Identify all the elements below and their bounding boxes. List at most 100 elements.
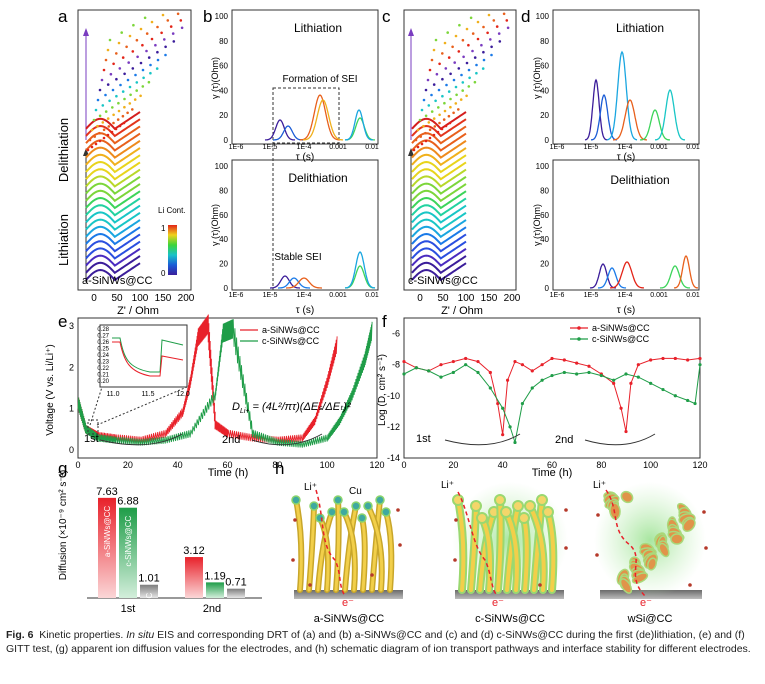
li-ion bbox=[595, 553, 599, 557]
panel-a-xtick: 0 bbox=[91, 293, 97, 304]
si-particle bbox=[619, 578, 633, 594]
bar bbox=[227, 588, 245, 598]
nyquist-point bbox=[490, 45, 493, 49]
diffusion-point bbox=[451, 359, 455, 364]
drt-curve bbox=[606, 50, 638, 141]
nyquist-point bbox=[150, 37, 154, 41]
panel-c-xlabel: Z' / Ohm bbox=[441, 305, 483, 317]
nyquist-point bbox=[447, 114, 451, 118]
nyquist-point bbox=[455, 93, 458, 97]
nyquist-curve bbox=[85, 183, 141, 203]
nyquist-point bbox=[476, 20, 480, 24]
drt-ytick: 40 bbox=[219, 235, 228, 244]
sei-glow bbox=[594, 482, 706, 598]
nyquist-point bbox=[475, 71, 478, 75]
ytick: -12 bbox=[387, 422, 400, 432]
li-ion bbox=[398, 543, 402, 547]
panel-letter-b: b bbox=[203, 7, 212, 26]
drt-ytick: 100 bbox=[215, 12, 229, 21]
nyquist-point bbox=[115, 77, 118, 81]
panel-e-cycle-arrow-2 bbox=[251, 433, 323, 446]
nyquist-point bbox=[172, 40, 176, 43]
diffusion-point bbox=[427, 369, 431, 373]
drt-ytick: 0 bbox=[545, 284, 550, 293]
panel-e-cycle2: 2nd bbox=[222, 434, 240, 446]
nyquist-point bbox=[424, 131, 427, 135]
nyquist-curve bbox=[411, 118, 467, 138]
figure-canvas: a b c d e f g h Delithiation Lithiation … bbox=[45, 7, 708, 625]
nyquist-point bbox=[467, 43, 470, 47]
panel-c-arrow-head-2 bbox=[408, 28, 414, 36]
panel-h-label-w: wSi@CC bbox=[627, 613, 673, 625]
nyquist-point bbox=[457, 67, 461, 70]
drt-ytick: 20 bbox=[540, 111, 549, 120]
nanowire-tip bbox=[476, 512, 488, 524]
panel-f-legend: a-SiNWs@CCc-SiNWs@CC bbox=[570, 323, 650, 344]
diffusion-point bbox=[686, 358, 690, 362]
li-ion bbox=[596, 513, 600, 517]
nanowire-tip bbox=[494, 494, 506, 506]
diffusion-point bbox=[661, 356, 665, 361]
cu-tip bbox=[327, 507, 337, 517]
panel-d-top-xlabel: τ (s) bbox=[617, 152, 635, 163]
nyquist-curve bbox=[85, 161, 141, 181]
nyquist-point bbox=[121, 56, 125, 59]
nyquist-curve bbox=[85, 219, 141, 239]
nyquist-point bbox=[128, 34, 132, 38]
nanowire-tip bbox=[524, 500, 536, 512]
nyquist-point bbox=[452, 78, 456, 82]
nyquist-point bbox=[495, 25, 499, 28]
nyquist-point bbox=[438, 121, 441, 125]
panel-b-top-xlabel: τ (s) bbox=[296, 152, 314, 163]
si-particle bbox=[647, 557, 657, 571]
diffusion-point bbox=[636, 363, 640, 367]
nyquist-curve bbox=[85, 240, 141, 260]
nyquist-point bbox=[122, 121, 126, 125]
si-particle bbox=[658, 542, 670, 558]
diffusion-point bbox=[530, 386, 534, 390]
nyquist-point bbox=[98, 131, 101, 135]
panel-a-lithiation-label: Lithiation bbox=[56, 214, 71, 266]
nyquist-point bbox=[131, 108, 134, 111]
nyquist-point bbox=[442, 118, 446, 121]
nyquist-point bbox=[457, 108, 460, 111]
li-ion bbox=[293, 518, 297, 522]
inset-ytick: 0.24 bbox=[97, 353, 109, 359]
nyquist-point bbox=[461, 38, 465, 42]
diffusion-point bbox=[464, 356, 468, 361]
nyquist-point bbox=[86, 148, 90, 152]
nyquist-point bbox=[443, 109, 447, 113]
diffusion-point bbox=[508, 425, 512, 429]
nyquist-point bbox=[461, 81, 465, 84]
nyquist-point bbox=[497, 32, 501, 35]
cu-tip bbox=[381, 507, 391, 517]
panel-c-arrow-head bbox=[408, 148, 414, 156]
nyquist-point bbox=[117, 41, 121, 45]
nanowire-core bbox=[334, 498, 341, 592]
diffusion-point bbox=[612, 381, 616, 385]
panel-letter-e: e bbox=[58, 312, 67, 331]
nyquist-point bbox=[424, 114, 428, 118]
nyquist-point bbox=[476, 37, 480, 41]
panel-e-inset bbox=[99, 324, 188, 388]
nyquist-point bbox=[117, 101, 120, 105]
drt-curve bbox=[345, 109, 373, 141]
panel-d-bottom-curves bbox=[589, 255, 698, 289]
panel-e-zoom-box bbox=[87, 419, 99, 435]
nyquist-point bbox=[457, 50, 461, 53]
nyquist-point bbox=[117, 109, 121, 113]
diffusion-point bbox=[587, 370, 591, 375]
nyquist-point bbox=[453, 61, 457, 64]
nyquist-point bbox=[98, 88, 102, 92]
nyquist-point bbox=[430, 58, 434, 62]
nyquist-point bbox=[139, 94, 142, 98]
nyquist-point bbox=[428, 128, 432, 132]
nyquist-point bbox=[422, 98, 426, 102]
drt-curve bbox=[584, 78, 608, 141]
drt-ytick: 80 bbox=[540, 186, 549, 195]
drt-ytick: 100 bbox=[536, 12, 550, 21]
legend-label: c-SiNWs@CC bbox=[262, 336, 320, 346]
nyquist-curve bbox=[411, 204, 467, 224]
drt-curve bbox=[270, 275, 300, 289]
nyquist-point bbox=[420, 142, 424, 146]
